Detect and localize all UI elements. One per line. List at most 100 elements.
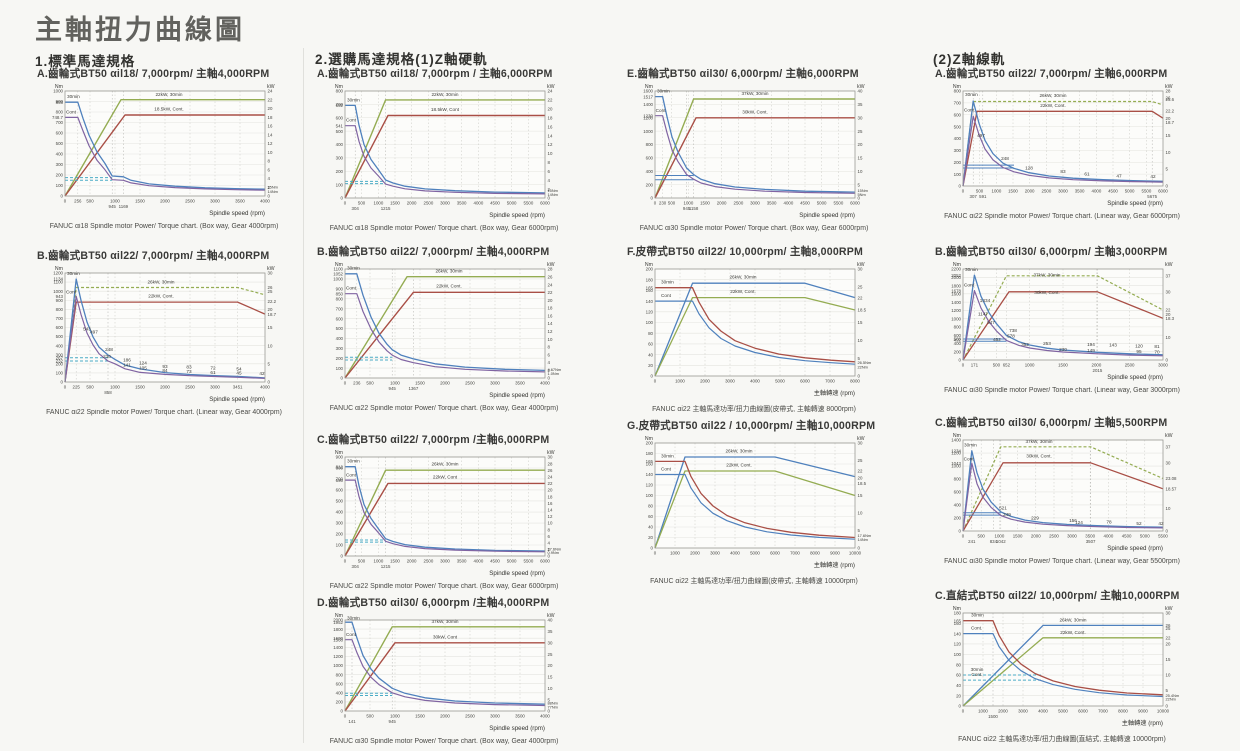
chart-z2a: A.齒輪式BT50 αil22/ 7,000rpm/ 主軸6,000RPM Nm… — [933, 66, 1199, 220]
svg-text:20: 20 — [648, 535, 653, 540]
svg-text:0: 0 — [651, 546, 654, 551]
axis-labels: Nm kW140012341200104310008006004002000373… — [951, 433, 1177, 552]
svg-text:500: 500 — [336, 129, 344, 134]
svg-text:80: 80 — [648, 331, 653, 336]
svg-text:Cont.: Cont. — [971, 672, 982, 677]
svg-text:945: 945 — [109, 204, 117, 209]
svg-text:6: 6 — [548, 534, 551, 539]
svg-text:37kW, 30min: 37kW, 30min — [1025, 439, 1052, 444]
svg-text:Cont: Cont — [346, 118, 357, 123]
svg-text:2000: 2000 — [700, 379, 710, 384]
svg-text:22kW, Cont.: 22kW, Cont. — [726, 463, 752, 468]
chart-caption: FANUC αi22 主軸馬達功率/扭力曲線圖(直結式, 主軸轉速 10000r… — [958, 736, 1166, 743]
svg-text:1517: 1517 — [643, 94, 653, 99]
chart-caption: FANUC αi22 Spindle motor Power/ Torque c… — [329, 405, 559, 412]
svg-text:200: 200 — [336, 700, 344, 705]
svg-text:180: 180 — [954, 611, 962, 616]
svg-text:9000: 9000 — [1138, 709, 1148, 714]
svg-text:22kW, Cont.: 22kW, Cont. — [148, 294, 174, 299]
chart-caption: FANUC αi22 Spindle motor Power/ Torque c… — [329, 583, 559, 590]
svg-text:3451: 3451 — [233, 385, 243, 390]
svg-text:Spindle speed (rpm): Spindle speed (rpm) — [489, 392, 545, 399]
svg-text:1230: 1230 — [643, 113, 653, 118]
svg-text:16: 16 — [268, 124, 273, 129]
svg-text:30min: 30min — [67, 94, 80, 99]
svg-text:主軸轉速 (rpm): 主軸轉速 (rpm) — [814, 561, 855, 569]
svg-text:0: 0 — [548, 196, 551, 201]
svg-text:kW: kW — [857, 436, 865, 442]
svg-text:6000: 6000 — [1078, 709, 1088, 714]
svg-text:1200: 1200 — [951, 451, 961, 456]
svg-text:0: 0 — [61, 194, 64, 199]
svg-text:850: 850 — [336, 291, 344, 296]
svg-text:5000: 5000 — [817, 201, 827, 206]
svg-text:2000: 2000 — [1092, 363, 1102, 368]
svg-text:12: 12 — [268, 141, 273, 146]
svg-text:14: 14 — [268, 132, 273, 137]
svg-text:500: 500 — [366, 381, 374, 386]
svg-text:800: 800 — [336, 89, 344, 94]
svg-text:1000: 1000 — [333, 277, 343, 282]
chart-plot: Nm kW 2200 2052 2000 1800 1678 1600 1400 1200 1000… — [933, 260, 1195, 388]
svg-text:0: 0 — [1166, 704, 1169, 709]
plot-svg: Nm kW200180165160140120100806040200302522… — [645, 436, 871, 569]
svg-text:600: 600 — [336, 681, 344, 686]
svg-text:0: 0 — [344, 201, 347, 206]
chart-title: B.齒輪式BT50 αil30/ 6,000rpm/ 主軸3,000RPM — [935, 246, 1168, 258]
svg-text:100: 100 — [336, 182, 344, 187]
plot-svg: Nm kW120011341100100094390080070060050040… — [53, 266, 276, 403]
svg-text:30: 30 — [858, 441, 863, 446]
svg-text:10: 10 — [858, 169, 863, 174]
svg-text:0: 0 — [344, 714, 347, 719]
svg-text:800: 800 — [336, 672, 344, 677]
svg-text:10000: 10000 — [1157, 709, 1170, 714]
chart-title: A.齒輪式BT50 αil22/ 7,000rpm/ 主軸6,000RPM — [935, 68, 1168, 80]
svg-text:1500: 1500 — [135, 199, 145, 204]
svg-text:400: 400 — [954, 503, 962, 508]
svg-text:15: 15 — [548, 675, 553, 680]
svg-text:600: 600 — [646, 156, 654, 161]
svg-text:400: 400 — [954, 341, 962, 346]
svg-text:200: 200 — [336, 169, 344, 174]
svg-text:2500: 2500 — [185, 385, 195, 390]
svg-text:194: 194 — [1087, 342, 1095, 347]
svg-text:521: 521 — [999, 505, 1007, 510]
svg-text:25.6: 25.6 — [1166, 97, 1175, 102]
svg-text:10: 10 — [1166, 335, 1171, 340]
svg-text:8: 8 — [548, 160, 551, 165]
svg-text:6000: 6000 — [800, 379, 810, 384]
svg-text:6000: 6000 — [1158, 189, 1168, 194]
svg-text:2500: 2500 — [185, 199, 195, 204]
svg-text:5675: 5675 — [1147, 194, 1157, 199]
svg-text:Cont: Cont — [346, 632, 357, 637]
svg-text:160: 160 — [646, 462, 654, 467]
svg-text:0: 0 — [64, 199, 67, 204]
svg-text:26kW, 30min: 26kW, 30min — [1039, 93, 1066, 98]
svg-text:60: 60 — [956, 673, 961, 678]
svg-text:307: 307 — [970, 194, 978, 199]
svg-text:304: 304 — [352, 564, 360, 569]
svg-text:26kW, 30min: 26kW, 30min — [729, 275, 756, 280]
svg-text:1500: 1500 — [415, 714, 425, 719]
svg-text:0: 0 — [962, 709, 965, 714]
svg-text:1000: 1000 — [670, 551, 680, 556]
svg-text:25: 25 — [858, 458, 863, 463]
svg-text:900: 900 — [336, 455, 344, 460]
svg-text:20: 20 — [268, 307, 273, 312]
svg-text:kW: kW — [547, 613, 555, 619]
svg-text:61: 61 — [1084, 171, 1090, 176]
svg-text:500: 500 — [358, 201, 366, 206]
svg-text:2000: 2000 — [690, 551, 700, 556]
svg-text:47: 47 — [1116, 173, 1122, 178]
svg-text:120: 120 — [1135, 344, 1143, 349]
svg-text:141: 141 — [123, 362, 131, 367]
svg-text:171: 171 — [971, 363, 979, 368]
svg-text:42: 42 — [259, 371, 265, 376]
svg-text:1400: 1400 — [951, 438, 961, 443]
svg-text:232: 232 — [56, 359, 64, 364]
svg-text:4000: 4000 — [784, 201, 794, 206]
svg-text:40: 40 — [956, 683, 961, 688]
svg-text:3000: 3000 — [440, 559, 450, 564]
svg-text:100: 100 — [56, 371, 64, 376]
axis-labels: Nm kW220020522000180016781600140012001000… — [951, 262, 1174, 381]
